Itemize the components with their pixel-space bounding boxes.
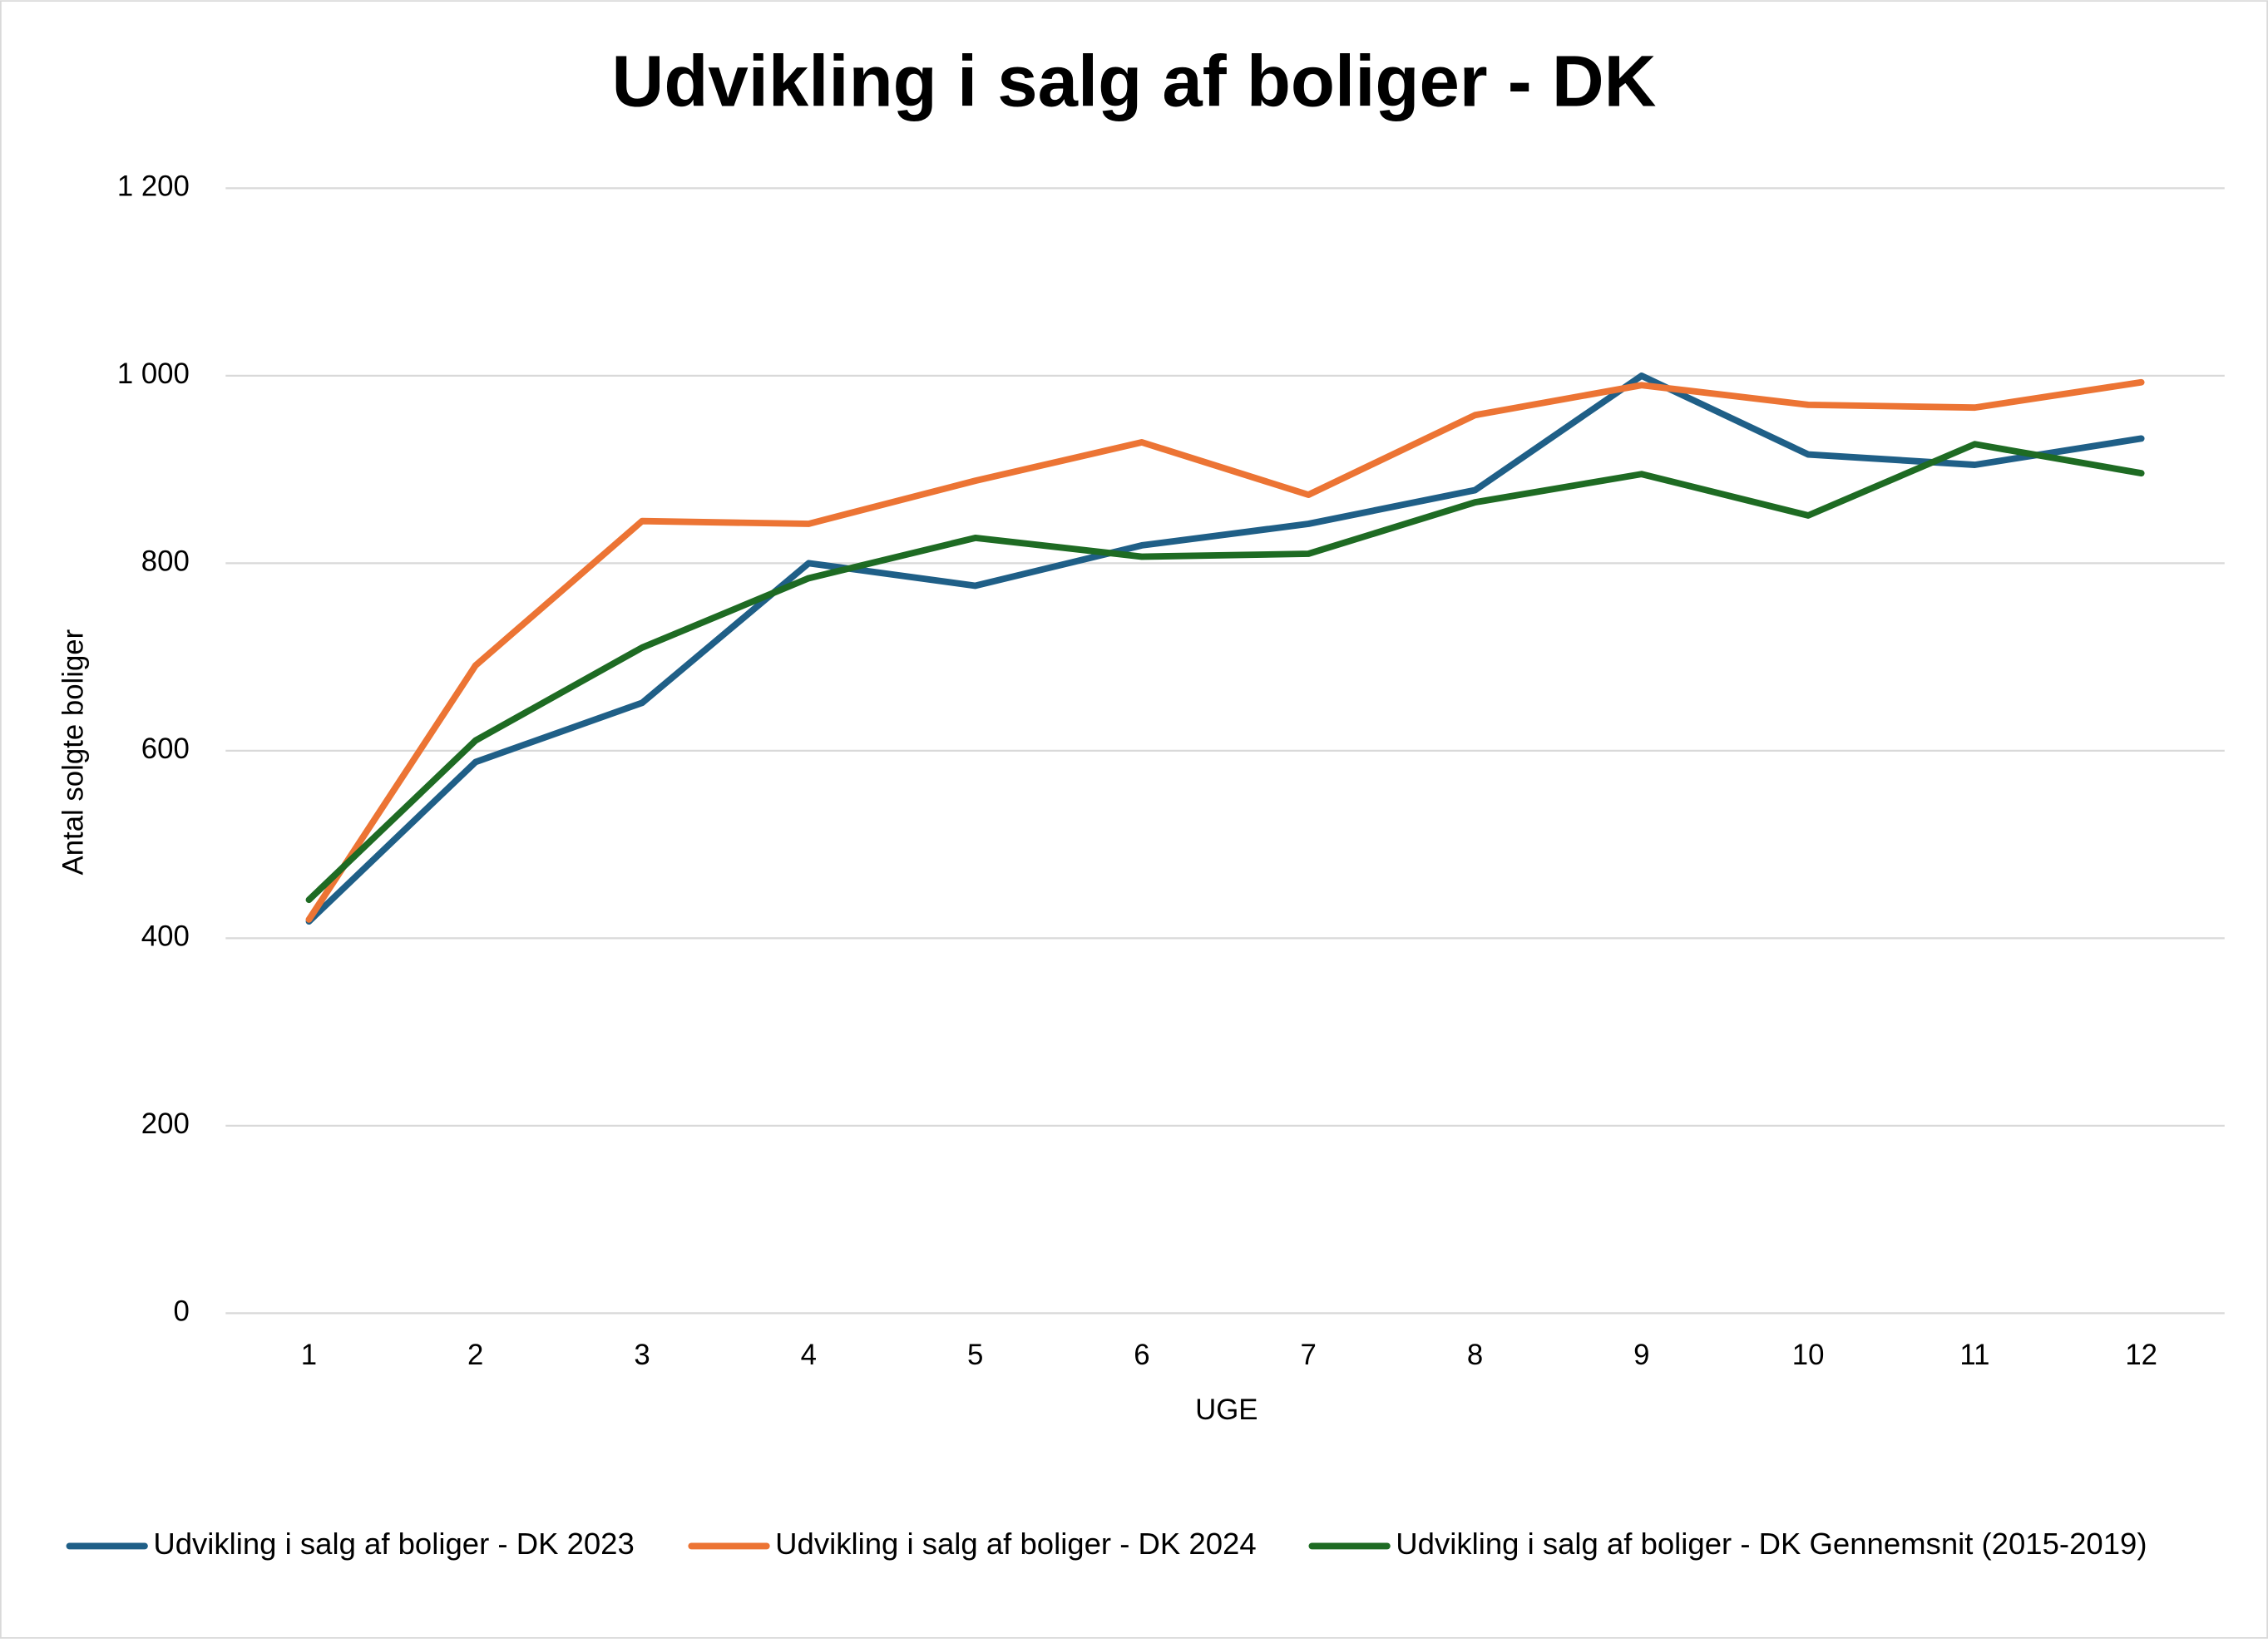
x-tick-label: 6: [1134, 1340, 1149, 1371]
y-tick-label: 1 200: [117, 171, 190, 203]
y-tick-label: 0: [173, 1296, 189, 1328]
legend-label: Udvikling i salg af boliger - DK 2024: [775, 1527, 1256, 1561]
y-tick-label: 600: [141, 733, 190, 765]
y-axis-label: Antal solgte boliger: [58, 629, 90, 876]
x-tick-label: 10: [1792, 1340, 1825, 1371]
legend-label: Udvikling i salg af boliger - DK 2023: [153, 1527, 634, 1561]
x-tick-label: 3: [634, 1340, 650, 1371]
series-line: [305, 373, 2145, 925]
y-tick-label: 1 000: [117, 358, 190, 390]
legend-label: Udvikling i salg af boliger - DK Gennems…: [1396, 1527, 2147, 1561]
series-line: [305, 441, 2145, 904]
x-tick-label: 2: [467, 1340, 483, 1371]
x-tick-label: 7: [1301, 1340, 1317, 1371]
y-tick-label: 200: [141, 1108, 190, 1140]
y-tick-label: 800: [141, 546, 190, 578]
y-tick-label: 400: [141, 921, 190, 953]
x-tick-label: 12: [2125, 1340, 2157, 1371]
x-tick-label: 8: [1467, 1340, 1483, 1371]
chart-title: Udvikling i salg af boliger - DK: [612, 42, 1657, 122]
x-tick-label: 11: [1959, 1340, 1989, 1371]
x-tick-label: 9: [1633, 1340, 1649, 1371]
x-axis-label: UGE: [1195, 1394, 1258, 1426]
x-tick-label: 1: [301, 1340, 317, 1371]
series-line: [305, 378, 2145, 923]
x-tick-label: 4: [801, 1340, 817, 1371]
x-tick-label: 5: [967, 1340, 983, 1371]
